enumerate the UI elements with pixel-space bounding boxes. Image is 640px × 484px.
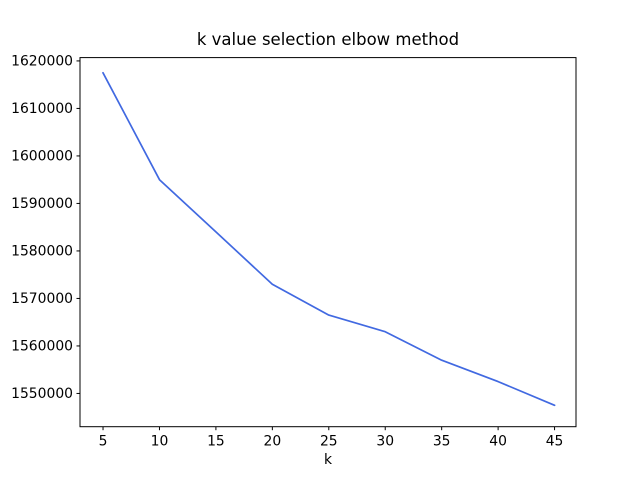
- x-tick-label: 25: [320, 434, 338, 450]
- x-tick-label: 5: [99, 434, 108, 450]
- y-axis-ticks: 1550000 1560000 1570000 1580000 1590000 16000…: [11, 54, 80, 402]
- x-tick-label: 40: [489, 434, 507, 450]
- y-tick-label: 1560000: [11, 339, 73, 355]
- chart-title: k value selection elbow method: [197, 30, 459, 49]
- x-axis-label: k: [324, 452, 332, 468]
- x-tick-label: 20: [264, 434, 282, 450]
- y-tick-label: 1620000: [11, 54, 73, 70]
- x-tick-label: 30: [376, 434, 394, 450]
- y-tick-label: 1600000: [11, 149, 73, 165]
- y-tick-label: 1610000: [11, 101, 73, 117]
- data-line-series: [102, 71, 556, 407]
- x-tick-label: 10: [151, 434, 169, 450]
- x-tick-label: 45: [546, 434, 564, 450]
- y-tick-label: 1590000: [11, 196, 73, 212]
- plot-area: [79, 57, 577, 428]
- x-tick-label: 15: [207, 434, 225, 450]
- y-tick-label: 1580000: [11, 244, 73, 260]
- x-axis-ticks: 5 10 15 20 25 30 35 40 45: [99, 426, 564, 450]
- y-tick-label: 1550000: [11, 386, 73, 402]
- x-tick-label: 35: [433, 434, 451, 450]
- y-tick-label: 1570000: [11, 291, 73, 307]
